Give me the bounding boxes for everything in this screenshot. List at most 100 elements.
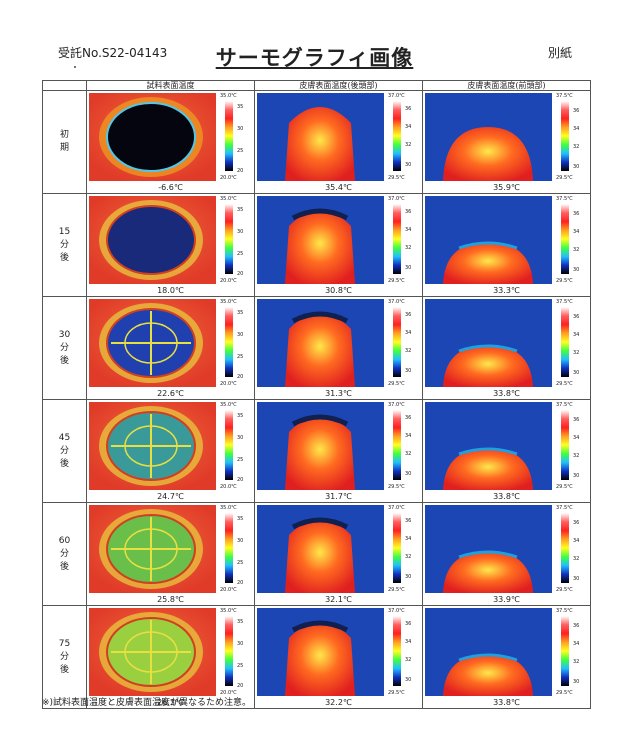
row-label-cell: 60分後	[42, 502, 87, 606]
scale-tick: 36	[405, 621, 412, 627]
row-label: 60分後	[58, 535, 71, 572]
table-row: 45分後 35.0℃ 35 30 25 20 20.0℃ 24.7℃ 37.0℃ 36 34 32 30…	[42, 399, 591, 503]
color-gradient-bar	[225, 616, 233, 686]
color-gradient-bar	[393, 513, 401, 583]
temperature-value: 24.7℃	[157, 492, 184, 501]
color-gradient-bar	[393, 204, 401, 274]
scale-tick: 34	[405, 124, 412, 130]
scale-tick: 30	[573, 473, 580, 479]
thermal-drawing	[89, 93, 216, 181]
scale-tick: 36	[405, 312, 412, 318]
scale-max: 35.0℃	[220, 608, 237, 614]
scale-tick: 32	[405, 657, 412, 663]
scale-max: 35.0℃	[220, 402, 237, 408]
scale-ticks: 36 34 32 30	[571, 616, 587, 686]
scale-tick: 32	[573, 350, 580, 356]
image-cell: 37.5℃ 36 34 32 30 29.5℃ 33.8℃	[422, 296, 591, 400]
temperature-value: 18.0℃	[157, 286, 184, 295]
scale-tick: 30	[573, 370, 580, 376]
temperature-value: 30.8℃	[325, 286, 352, 295]
scale-ticks: 35 30 25 20	[235, 204, 251, 277]
scale-max: 37.5℃	[556, 402, 573, 408]
scale-tick: 34	[405, 639, 412, 645]
thermal-image	[257, 505, 384, 593]
thermal-drawing	[425, 93, 552, 181]
scale-max: 37.5℃	[556, 93, 573, 99]
scale-tick: 35	[237, 207, 244, 213]
scale-tick: 36	[573, 417, 580, 423]
table-row: 30分後 35.0℃ 35 30 25 20 20.0℃ 22.6℃ 37.0℃ 36 34 32 30…	[42, 296, 591, 400]
color-gradient-bar	[561, 101, 569, 171]
scale-tick: 32	[405, 142, 412, 148]
thermal-drawing	[425, 299, 552, 387]
color-scale: 37.5℃ 36 34 32 30 29.5℃	[556, 299, 588, 387]
scale-ticks: 36 34 32 30	[571, 101, 587, 171]
scale-min: 29.5℃	[556, 484, 573, 490]
color-scale: 37.0℃ 36 34 32 30 29.5℃	[388, 196, 420, 284]
scale-tick: 30	[573, 267, 580, 273]
thermal-image	[89, 299, 216, 387]
image-cell: 37.5℃ 36 34 32 30 29.5℃ 35.9℃	[422, 90, 591, 194]
color-gradient-bar	[393, 616, 401, 686]
scale-ticks: 36 34 32 30	[571, 204, 587, 274]
thermal-image	[425, 93, 552, 181]
scale-ticks: 36 34 32 30	[403, 513, 419, 583]
row-label: 75分後	[58, 638, 71, 675]
color-scale: 35.0℃ 35 30 25 20 20.0℃	[220, 93, 252, 181]
scale-max: 35.0℃	[220, 93, 237, 99]
scale-max: 37.5℃	[556, 196, 573, 202]
scale-tick: 36	[405, 518, 412, 524]
scale-ticks: 36 34 32 30	[403, 307, 419, 377]
thermal-image	[425, 505, 552, 593]
column-header: 試料表面温度	[86, 80, 255, 91]
scale-max: 37.0℃	[388, 608, 405, 614]
scale-ticks: 36 34 32 30	[403, 616, 419, 686]
scale-tick: 30	[405, 162, 412, 168]
scale-tick: 30	[405, 265, 412, 271]
scale-tick: 30	[573, 164, 580, 170]
temperature-value: 33.9℃	[493, 595, 520, 604]
scale-ticks: 35 30 25 20	[235, 616, 251, 689]
scale-tick: 34	[573, 435, 580, 441]
scale-tick: 30	[237, 126, 244, 132]
corner-cell	[42, 80, 87, 91]
color-gradient-bar	[393, 307, 401, 377]
image-cell: 35.0℃ 35 30 25 20 20.0℃ 25.8℃	[86, 502, 255, 606]
scale-ticks: 36 34 32 30	[403, 101, 419, 171]
image-cell: 37.0℃ 36 34 32 30 29.5℃ 32.1℃	[254, 502, 423, 606]
scale-max: 37.0℃	[388, 93, 405, 99]
scale-tick: 30	[237, 332, 244, 338]
temperature-value: 31.3℃	[325, 389, 352, 398]
scale-max: 37.5℃	[556, 608, 573, 614]
color-scale: 37.5℃ 36 34 32 30 29.5℃	[556, 402, 588, 490]
table-row: 15分後 35.0℃ 35 30 25 20 20.0℃ 18.0℃ 37.0℃ 36 34 32 30…	[42, 193, 591, 297]
scale-tick: 34	[405, 330, 412, 336]
scale-tick: 30	[573, 679, 580, 685]
scale-tick: 20	[237, 683, 244, 689]
thermal-drawing	[425, 196, 552, 284]
color-scale: 35.0℃ 35 30 25 20 20.0℃	[220, 402, 252, 490]
scale-min: 20.0℃	[220, 587, 237, 593]
scale-max: 37.5℃	[556, 299, 573, 305]
scale-tick: 20	[237, 580, 244, 586]
scale-min: 29.5℃	[556, 175, 573, 181]
header-row: 試料表面温度 皮膚表面温度(後頭部) 皮膚表面温度(前頭部)	[42, 80, 591, 91]
scale-tick: 25	[237, 251, 244, 257]
scale-tick: 32	[573, 247, 580, 253]
scale-tick: 30	[237, 229, 244, 235]
scale-min: 29.5℃	[556, 587, 573, 593]
image-cell: 35.0℃ 35 30 25 20 20.0℃ 24.7℃	[86, 399, 255, 503]
image-cell: 37.5℃ 36 34 32 30 29.5℃ 33.9℃	[422, 502, 591, 606]
image-cell: 37.0℃ 36 34 32 30 29.5℃ 30.8℃	[254, 193, 423, 297]
column-header: 皮膚表面温度(後頭部)	[254, 80, 423, 91]
scale-min: 20.0℃	[220, 175, 237, 181]
thermal-drawing	[257, 93, 384, 181]
thermal-image	[89, 402, 216, 490]
image-cell: 35.0℃ 35 30 25 20 20.0℃ 22.6℃	[86, 296, 255, 400]
row-label: 30分後	[58, 329, 71, 366]
thermal-drawing	[425, 505, 552, 593]
scale-tick: 36	[573, 108, 580, 114]
thermal-image	[257, 608, 384, 696]
thermal-drawing	[257, 196, 384, 284]
row-label-cell: 15分後	[42, 193, 87, 297]
